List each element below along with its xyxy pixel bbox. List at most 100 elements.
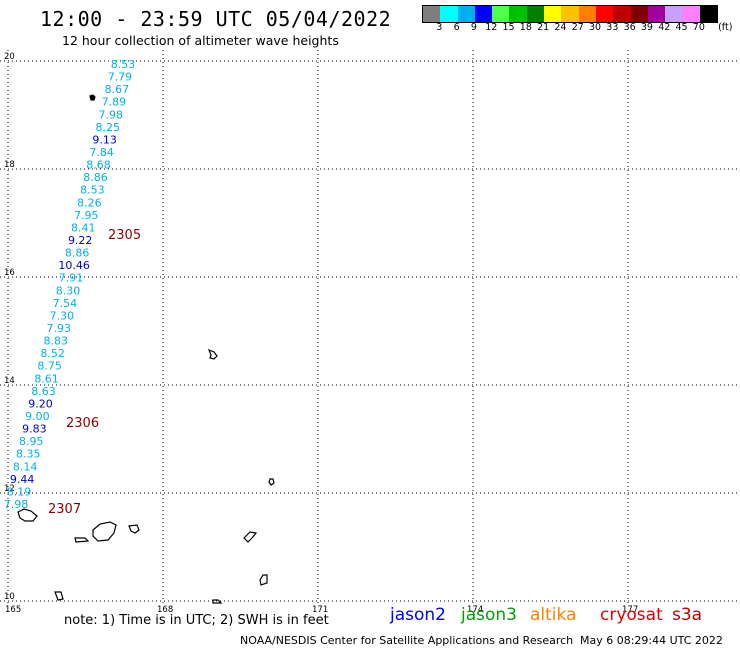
wave-height-label: 9.44 xyxy=(10,473,35,486)
x-tick-label: 174 xyxy=(467,605,483,615)
wave-height-label: 8.67 xyxy=(105,83,130,96)
wave-height-label: 7.93 xyxy=(47,322,72,335)
y-tick-label: 14 xyxy=(4,376,15,386)
island-outline xyxy=(74,537,90,543)
wave-height-label: 7.89 xyxy=(102,96,127,109)
scale-swatch xyxy=(440,6,458,22)
scale-swatch xyxy=(630,6,648,22)
scale-unit: (ft) xyxy=(718,22,733,33)
y-tick-label: 18 xyxy=(4,160,15,170)
scale-swatch xyxy=(509,6,527,22)
scale-swatch xyxy=(682,6,700,22)
map-title: 12:00 - 23:59 UTC 05/04/2022 xyxy=(40,7,392,31)
scale-label: 9 xyxy=(470,22,477,33)
wave-height-label: 8.95 xyxy=(19,435,44,448)
wave-height-label: 8.75 xyxy=(37,360,62,373)
time-label: 2307 xyxy=(48,502,81,517)
island-outline xyxy=(89,94,96,101)
island-outline xyxy=(243,531,258,543)
y-tick-label: 20 xyxy=(4,52,15,62)
wave-height-label: 9.00 xyxy=(25,410,50,423)
wave-height-label: 7.98 xyxy=(99,108,124,121)
island-outline xyxy=(259,574,268,586)
scale-label: 12 xyxy=(485,22,498,33)
wave-height-label: 8.14 xyxy=(13,460,38,473)
x-tick-label: 165 xyxy=(5,605,21,615)
wave-height-label: 9.83 xyxy=(22,423,47,436)
wave-height-label: 8.83 xyxy=(43,335,68,348)
island-outline xyxy=(17,508,38,522)
scale-label: 24 xyxy=(554,22,567,33)
wave-height-label: 7.91 xyxy=(59,272,84,285)
scale-swatch xyxy=(595,6,614,22)
footer-note: note: 1) Time is in UTC; 2) SWH is in fe… xyxy=(64,613,329,628)
map-grid: 165 168 171 174 177 20 18 16 14 12 10 xyxy=(0,50,740,615)
wave-height-label: 7.30 xyxy=(50,309,75,322)
y-tick-label: 16 xyxy=(4,268,15,278)
map-subtitle: 12 hour collection of altimeter wave hei… xyxy=(62,33,339,48)
x-tick-label: 171 xyxy=(312,605,328,615)
wave-height-label: 8.52 xyxy=(40,347,65,360)
wave-height-label: 7.95 xyxy=(74,209,99,222)
scale-swatch xyxy=(544,6,562,22)
scale-swatch xyxy=(474,6,493,22)
wave-height-label: 8.86 xyxy=(83,171,108,184)
wave-height-label: 8.26 xyxy=(77,196,102,209)
island-outline xyxy=(207,348,218,360)
generated-timestamp: May 6 08:29:44 UTC 2022 xyxy=(580,634,723,647)
scale-label: 15 xyxy=(502,22,515,33)
wave-height-label: 8.68 xyxy=(86,159,111,172)
wave-height-label: 7.54 xyxy=(53,297,78,310)
island-outline xyxy=(212,599,223,604)
satellite-name: altika xyxy=(530,605,577,625)
scale-label: 39 xyxy=(640,22,653,33)
scale-label: 30 xyxy=(589,22,602,33)
time-label: 2305 xyxy=(108,228,141,243)
credit-line: NOAA/NESDIS Center for Satellite Applica… xyxy=(240,634,723,647)
wave-height-label: 9.13 xyxy=(92,133,117,146)
satellite-name: cryosat xyxy=(600,605,663,625)
wave-height-label: 8.53 xyxy=(80,184,105,197)
scale-swatch xyxy=(492,6,510,22)
scale-swatch xyxy=(578,6,596,22)
satellite-name: jason3 xyxy=(461,605,517,625)
x-tick-label: 177 xyxy=(622,605,638,615)
scale-swatch xyxy=(699,6,718,22)
x-tick-label: 168 xyxy=(157,605,173,615)
wave-height-label: 8.41 xyxy=(71,221,96,234)
scale-swatch xyxy=(526,6,545,22)
scale-swatch xyxy=(561,6,579,22)
scale-label: 3 xyxy=(436,22,443,33)
y-tick-label: 10 xyxy=(4,592,15,602)
wave-height-label: 9.22 xyxy=(68,234,93,247)
wave-height-label: 8.30 xyxy=(56,284,81,297)
wave-height-label: 8.61 xyxy=(34,372,59,385)
scale-label: 45 xyxy=(675,22,688,33)
scale-swatch xyxy=(665,6,683,22)
y-tick-label: 12 xyxy=(4,484,15,494)
scale-swatch xyxy=(613,6,631,22)
scale-label: 27 xyxy=(571,22,584,33)
color-scale xyxy=(422,5,719,23)
scale-label: 42 xyxy=(658,22,671,33)
wave-height-label: 8.63 xyxy=(31,385,56,398)
satellite-name: jason2 xyxy=(390,605,446,625)
wave-height-label: 8.53 xyxy=(111,58,136,71)
credit-text: NOAA/NESDIS Center for Satellite Applica… xyxy=(240,634,574,647)
scale-label: 18 xyxy=(519,22,532,33)
island-outline xyxy=(128,524,140,534)
scale-swatch xyxy=(423,6,441,22)
wave-height-label: 8.35 xyxy=(16,448,41,461)
scale-label: 70 xyxy=(692,22,705,33)
measurement-labels: 8.537.798.677.897.988.259.137.848.688.86… xyxy=(4,58,136,511)
wave-height-label: 7.84 xyxy=(89,146,114,159)
satellite-name: s3a xyxy=(672,605,703,625)
scale-swatch xyxy=(457,6,475,22)
scale-swatch xyxy=(647,6,666,22)
scale-label: 6 xyxy=(453,22,460,33)
wave-height-label: 8.86 xyxy=(65,247,90,260)
wave-height-label: 8.25 xyxy=(95,121,120,134)
wave-height-label: 9.20 xyxy=(28,397,53,410)
wave-height-label: 10.46 xyxy=(58,259,90,272)
